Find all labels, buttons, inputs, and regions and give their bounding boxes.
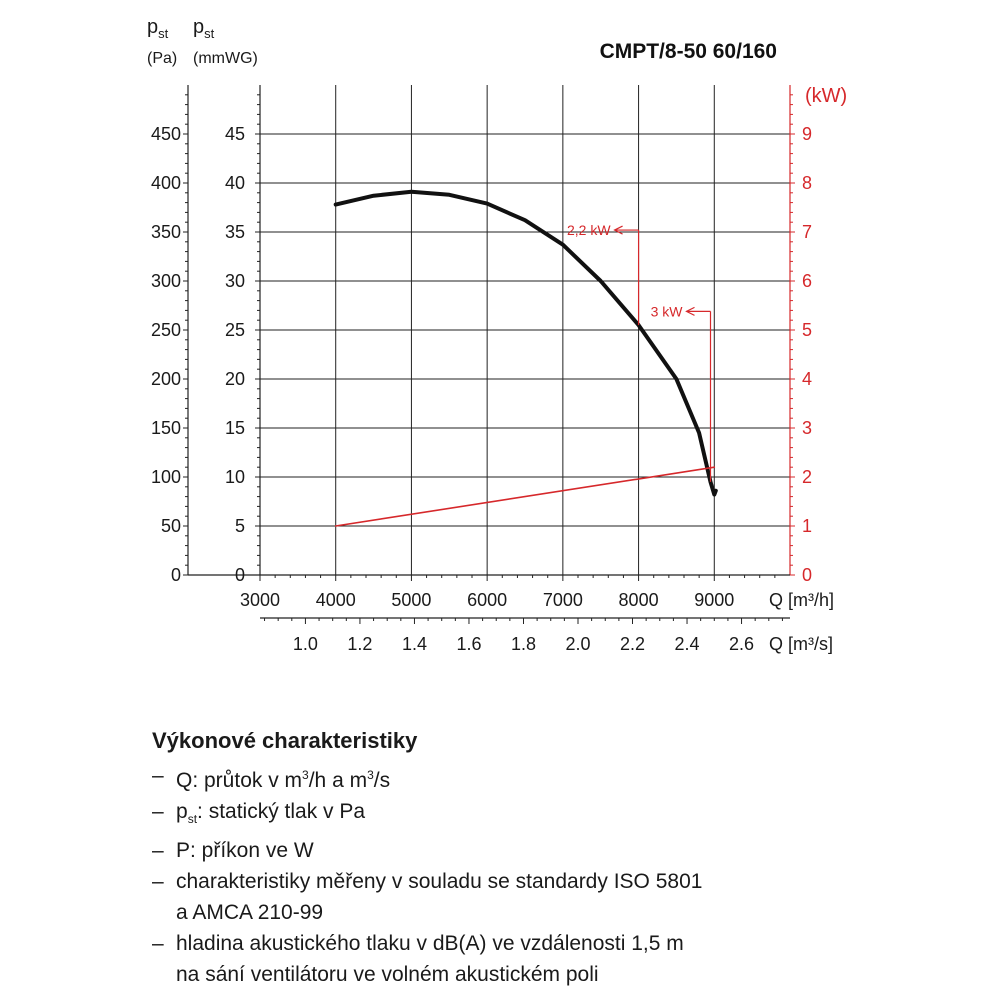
power-curve	[334, 466, 716, 527]
y-axis-kw-tick-label: 9	[802, 124, 812, 144]
y-axis-mmwg-tick-label: 15	[225, 418, 245, 438]
y-axis-kw-tick-label: 7	[802, 222, 812, 242]
x2-axis-label: Q [m³/s]	[769, 634, 833, 654]
y-axis-mmwg-tick-label: 45	[225, 124, 245, 144]
chart-axes	[187, 85, 791, 619]
y-axis-mmwg-tick-label: 30	[225, 271, 245, 291]
y-axis-kw-label: (kW)	[805, 85, 847, 107]
x2-axis-tick-label: 1.0	[293, 634, 318, 654]
y-axis-mmwg-tick-label: 20	[225, 369, 245, 389]
x2-axis-tick-label: 1.8	[511, 634, 536, 654]
annotation-label: 3 kW	[651, 303, 684, 319]
y-axis-pa-tick-label: 50	[161, 516, 181, 536]
x-axis-tick-label: 7000	[543, 590, 583, 610]
y-axis-pa-tick-label: 0	[171, 565, 181, 585]
note-acoustics: hladina akustického tlaku v dB(A) ve vzd…	[152, 928, 852, 990]
y-axis-kw-tick-label: 0	[802, 565, 812, 585]
chart-title: CMPT/8-50 60/160	[600, 40, 777, 63]
notes-heading: Výkonové charakteristiky	[152, 728, 418, 753]
y-axis-kw-tick-label: 5	[802, 320, 812, 340]
y-axis-mmwg-tick-label: 40	[225, 173, 245, 193]
y-axis-pa-unit: (Pa)	[147, 50, 177, 67]
y-axis-mmwg-tick-label: 0	[235, 565, 245, 585]
y-axis-mmwg-tick-label: 35	[225, 222, 245, 242]
y-axis-pa-tick-label: 150	[151, 418, 181, 438]
note-flow: Q: průtok v m3/h a m3/s	[152, 760, 852, 796]
y-axis-kw-tick-label: 6	[802, 271, 812, 291]
x2-axis-tick-label: 2.2	[620, 634, 645, 654]
x2-axis-tick-label: 1.6	[456, 634, 481, 654]
pressure-curve	[333, 189, 718, 497]
x-axis-tick-label: 8000	[619, 590, 659, 610]
y-axis-kw-tick-label: 2	[802, 467, 812, 487]
x-axis-tick-label: 6000	[467, 590, 507, 610]
chart-ticks: 0501001502002503003504004500510152025303…	[151, 94, 812, 654]
annotation-label: 2,2 kW	[567, 222, 611, 238]
y-axis-pa-tick-label: 400	[151, 173, 181, 193]
y-axis-pa-tick-label: 450	[151, 124, 181, 144]
y-axis-kw-tick-label: 3	[802, 418, 812, 438]
x2-axis-tick-label: 1.4	[402, 634, 427, 654]
y-axis-pa-tick-label: 350	[151, 222, 181, 242]
y-axis-pa-label: pst	[147, 16, 169, 41]
y-axis-kw-tick-label: 4	[802, 369, 812, 389]
y-axis-mmwg-tick-label: 10	[225, 467, 245, 487]
note-standards: charakteristiky měřeny v souladu se stan…	[152, 866, 852, 928]
x2-axis-tick-label: 2.4	[675, 634, 700, 654]
x-axis-tick-label: 4000	[316, 590, 356, 610]
y-axis-kw-tick-label: 8	[802, 173, 812, 193]
note-pressure: pst: statický tlak v Pa	[152, 796, 852, 835]
y-axis-pa-tick-label: 200	[151, 369, 181, 389]
note-power: P: příkon ve W	[152, 835, 852, 866]
y-axis-mmwg-label: pst	[193, 16, 215, 41]
y-axis-mmwg-tick-label: 25	[225, 320, 245, 340]
y-axis-mmwg-tick-label: 5	[235, 516, 245, 536]
x-axis-tick-label: 9000	[694, 590, 734, 610]
y-axis-pa-tick-label: 300	[151, 271, 181, 291]
chart-annotations: 2,2 kW 3 kW	[567, 222, 712, 482]
performance-notes: Výkonové charakteristiky Q: průtok v m3/…	[152, 728, 852, 990]
x-axis-label: Q [m³/h]	[769, 590, 834, 610]
annotation-arrow	[613, 225, 623, 235]
x-axis-tick-label: 5000	[391, 590, 431, 610]
chart-series	[333, 189, 718, 527]
y-axis-kw-tick-label: 1	[802, 516, 812, 536]
x2-axis-tick-label: 1.2	[347, 634, 372, 654]
x-axis-tick-label: 3000	[240, 590, 280, 610]
x2-axis-tick-label: 2.0	[565, 634, 590, 654]
y-axis-pa-tick-label: 100	[151, 467, 181, 487]
annotation-arrow	[685, 306, 695, 316]
notes-list: Q: průtok v m3/h a m3/s pst: statický tl…	[152, 760, 852, 990]
x2-axis-tick-label: 2.6	[729, 634, 754, 654]
fan-performance-chart: CMPT/8-50 60/160 pst (Pa) pst (mmWG) (kW…	[147, 16, 847, 654]
y-axis-pa-tick-label: 250	[151, 320, 181, 340]
y-axis-mmwg-unit: (mmWG)	[193, 50, 258, 67]
chart-grid	[260, 85, 790, 575]
